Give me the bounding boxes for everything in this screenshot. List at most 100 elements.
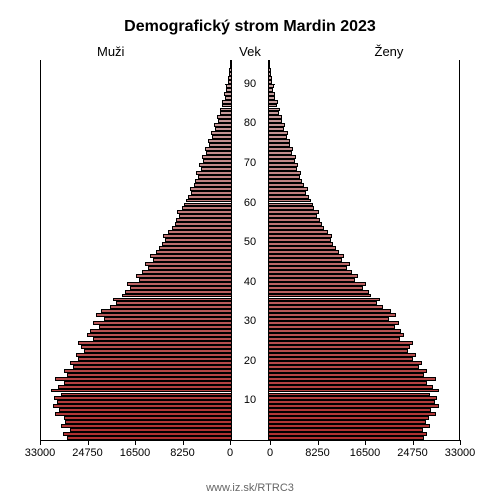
female-bar [269, 111, 279, 115]
male-bar [156, 250, 231, 254]
x-tick-label: 24750 [72, 447, 103, 459]
male-bar [61, 424, 231, 428]
female-panel [268, 60, 460, 440]
female-bar [269, 234, 332, 238]
female-bar [269, 345, 410, 349]
male-bar [142, 270, 231, 274]
female-bar [269, 393, 430, 397]
male-bar [182, 206, 231, 210]
male-bar [125, 290, 232, 294]
x-tick-mark [365, 440, 366, 445]
male-bar [127, 282, 231, 286]
female-bar [269, 270, 352, 274]
chart-footer: www.iz.sk/RTRC3 [0, 482, 500, 494]
y-tick-label: 70 [230, 157, 270, 169]
female-bar [269, 282, 366, 286]
male-bar [163, 234, 231, 238]
female-bar [269, 428, 423, 432]
female-bar [269, 357, 413, 361]
female-bar [269, 381, 427, 385]
male-bar [145, 262, 231, 266]
female-bar [269, 92, 275, 96]
female-bar [269, 115, 282, 119]
female-bar [269, 68, 271, 72]
male-bar [130, 286, 231, 290]
female-bar [269, 329, 401, 333]
male-bar [202, 155, 231, 159]
male-bar [84, 349, 231, 353]
female-bar [269, 123, 285, 127]
male-bar [191, 191, 231, 195]
female-bar [269, 100, 278, 104]
female-bar [269, 84, 274, 88]
male-bar [104, 317, 231, 321]
female-bar [269, 361, 422, 365]
female-bar [269, 96, 275, 100]
male-bar [208, 139, 231, 143]
female-bar [269, 175, 300, 179]
female-bar [269, 294, 371, 298]
female-bar [269, 64, 270, 68]
female-bar [269, 210, 319, 214]
female-bar [269, 321, 399, 325]
male-bar [159, 246, 231, 250]
female-bar [269, 432, 427, 436]
male-bar [63, 432, 231, 436]
male-bar [139, 278, 231, 282]
female-bar [269, 377, 436, 381]
y-tick-label: 90 [230, 78, 270, 90]
male-bar [78, 341, 231, 345]
female-bar [269, 191, 306, 195]
female-bar [269, 404, 439, 408]
female-bar [269, 171, 301, 175]
female-bar [269, 131, 288, 135]
female-bar [269, 325, 395, 329]
female-bar [269, 179, 302, 183]
female-bar [269, 214, 317, 218]
female-bar [269, 309, 391, 313]
female-bar [269, 258, 342, 262]
female-bar [269, 373, 424, 377]
female-bar [269, 135, 287, 139]
female-bar [269, 424, 430, 428]
male-bar [81, 345, 231, 349]
x-tick-label: 8250 [170, 447, 194, 459]
female-bar [269, 341, 413, 345]
x-tick-label: 0 [227, 447, 233, 459]
male-bar [55, 412, 231, 416]
female-bar [269, 147, 293, 151]
male-bar [172, 226, 231, 230]
y-tick-mark [225, 163, 230, 164]
male-bar [190, 187, 231, 191]
y-tick-label: 20 [230, 355, 270, 367]
male-bar [64, 416, 231, 420]
male-bar [209, 143, 231, 147]
male-bar [99, 325, 231, 329]
male-bar [188, 195, 231, 199]
female-bar [269, 290, 369, 294]
x-tick-label: 33000 [445, 447, 476, 459]
female-bar [269, 349, 408, 353]
male-bar [113, 298, 231, 302]
male-bar [217, 115, 231, 119]
female-bar [269, 88, 273, 92]
male-bar [61, 393, 231, 397]
x-tick-label: 16500 [120, 447, 151, 459]
female-bar [269, 266, 347, 270]
y-tick-mark [225, 242, 230, 243]
male-bar [211, 131, 231, 135]
female-bar [269, 199, 311, 203]
female-bar [269, 183, 304, 187]
male-bar [90, 329, 231, 333]
y-tick-label: 50 [230, 236, 270, 248]
y-tick-mark [225, 203, 230, 204]
female-bar [269, 242, 333, 246]
female-bar [269, 254, 344, 258]
male-bar [148, 266, 231, 270]
male-bar [201, 167, 231, 171]
female-bar [269, 127, 284, 131]
y-tick-mark [225, 282, 230, 283]
male-bar [96, 313, 231, 317]
x-tick-mark [413, 440, 414, 445]
male-bar [162, 242, 231, 246]
